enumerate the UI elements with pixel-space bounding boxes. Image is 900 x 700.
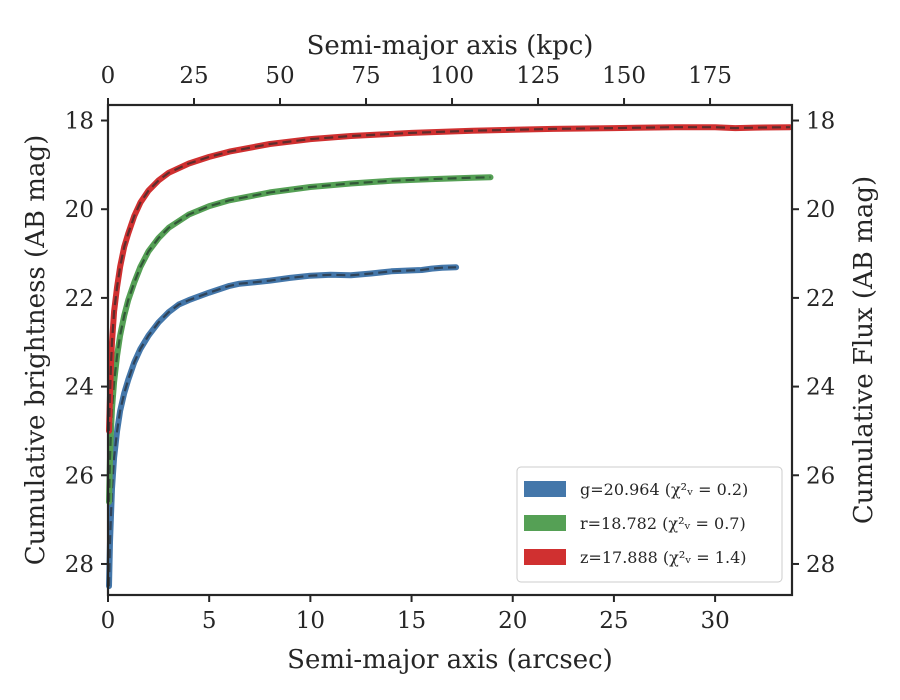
right-y-tick-label: 20	[806, 197, 835, 223]
x-tick-label: 15	[397, 608, 426, 634]
legend-swatch-z	[524, 549, 566, 565]
legend-swatch-r	[524, 515, 566, 531]
y-tick-label: 26	[65, 463, 94, 489]
series-z-model-line	[107, 126, 791, 431]
legend-label-r: r=18.782 (χ²ᵥ = 0.7)	[580, 514, 746, 533]
right-y-ticks: 18 20 22 24 26 28	[792, 109, 835, 578]
top-tick-label: 25	[179, 63, 208, 89]
right-y-axis-title: Cumulative Flux (AB mag)	[849, 176, 879, 524]
legend-label-g: g=20.964 (χ²ᵥ = 0.2)	[580, 480, 748, 499]
legend-label-z: z=17.888 (χ²ᵥ = 1.4)	[580, 548, 746, 567]
series-g-line	[106, 264, 460, 590]
top-tick-label: 175	[688, 63, 732, 89]
series-r-model-line	[107, 176, 491, 502]
x-ticks: 0 5 10 15 20 25 30	[101, 595, 730, 634]
top-tick-label: 125	[516, 63, 560, 89]
y-tick-label: 22	[65, 286, 94, 312]
series-g-model-line	[107, 266, 457, 587]
x-tick-label: 30	[700, 608, 729, 634]
right-y-tick-label: 28	[806, 552, 835, 578]
legend-swatch-g	[524, 481, 566, 497]
right-y-tick-label: 24	[806, 375, 835, 401]
x-tick-label: 10	[296, 608, 325, 634]
top-tick-label: 0	[101, 63, 116, 89]
y-tick-label: 28	[65, 552, 94, 578]
x-tick-label: 20	[498, 608, 527, 634]
series-z-line	[106, 124, 793, 434]
y-axis-title: Cumulative brightness (AB mag)	[21, 135, 51, 566]
y-ticks: 18 20 22 24 26 28	[65, 109, 108, 578]
legend: g=20.964 (χ²ᵥ = 0.2) r=18.782 (χ²ᵥ = 0.7)…	[516, 466, 783, 583]
top-tick-label: 75	[351, 63, 380, 89]
x-axis-title: Semi-major axis (arcsec)	[287, 645, 613, 675]
right-y-tick-label: 22	[806, 286, 835, 312]
top-tick-label: 150	[602, 63, 646, 89]
legend-box	[516, 466, 783, 583]
x-tick-label: 25	[599, 608, 628, 634]
right-y-tick-label: 26	[806, 463, 835, 489]
x-tick-label: 0	[101, 608, 116, 634]
top-tick-label: 100	[430, 63, 474, 89]
right-y-tick-label: 18	[806, 109, 835, 135]
curves-layer	[106, 124, 793, 590]
y-tick-label: 24	[65, 375, 94, 401]
y-tick-label: 18	[65, 109, 94, 135]
legend-items: g=20.964 (χ²ᵥ = 0.2) r=18.782 (χ²ᵥ = 0.7)…	[524, 480, 748, 567]
series-r-line	[106, 174, 494, 505]
x-tick-label: 5	[202, 608, 217, 634]
top-ticks: 0 25 50 75 100 125 150 175	[101, 63, 732, 105]
top-axis-title: Semi-major axis (kpc)	[307, 31, 594, 61]
top-tick-label: 50	[265, 63, 294, 89]
plot-frame	[106, 103, 794, 597]
y-tick-label: 20	[65, 197, 94, 223]
